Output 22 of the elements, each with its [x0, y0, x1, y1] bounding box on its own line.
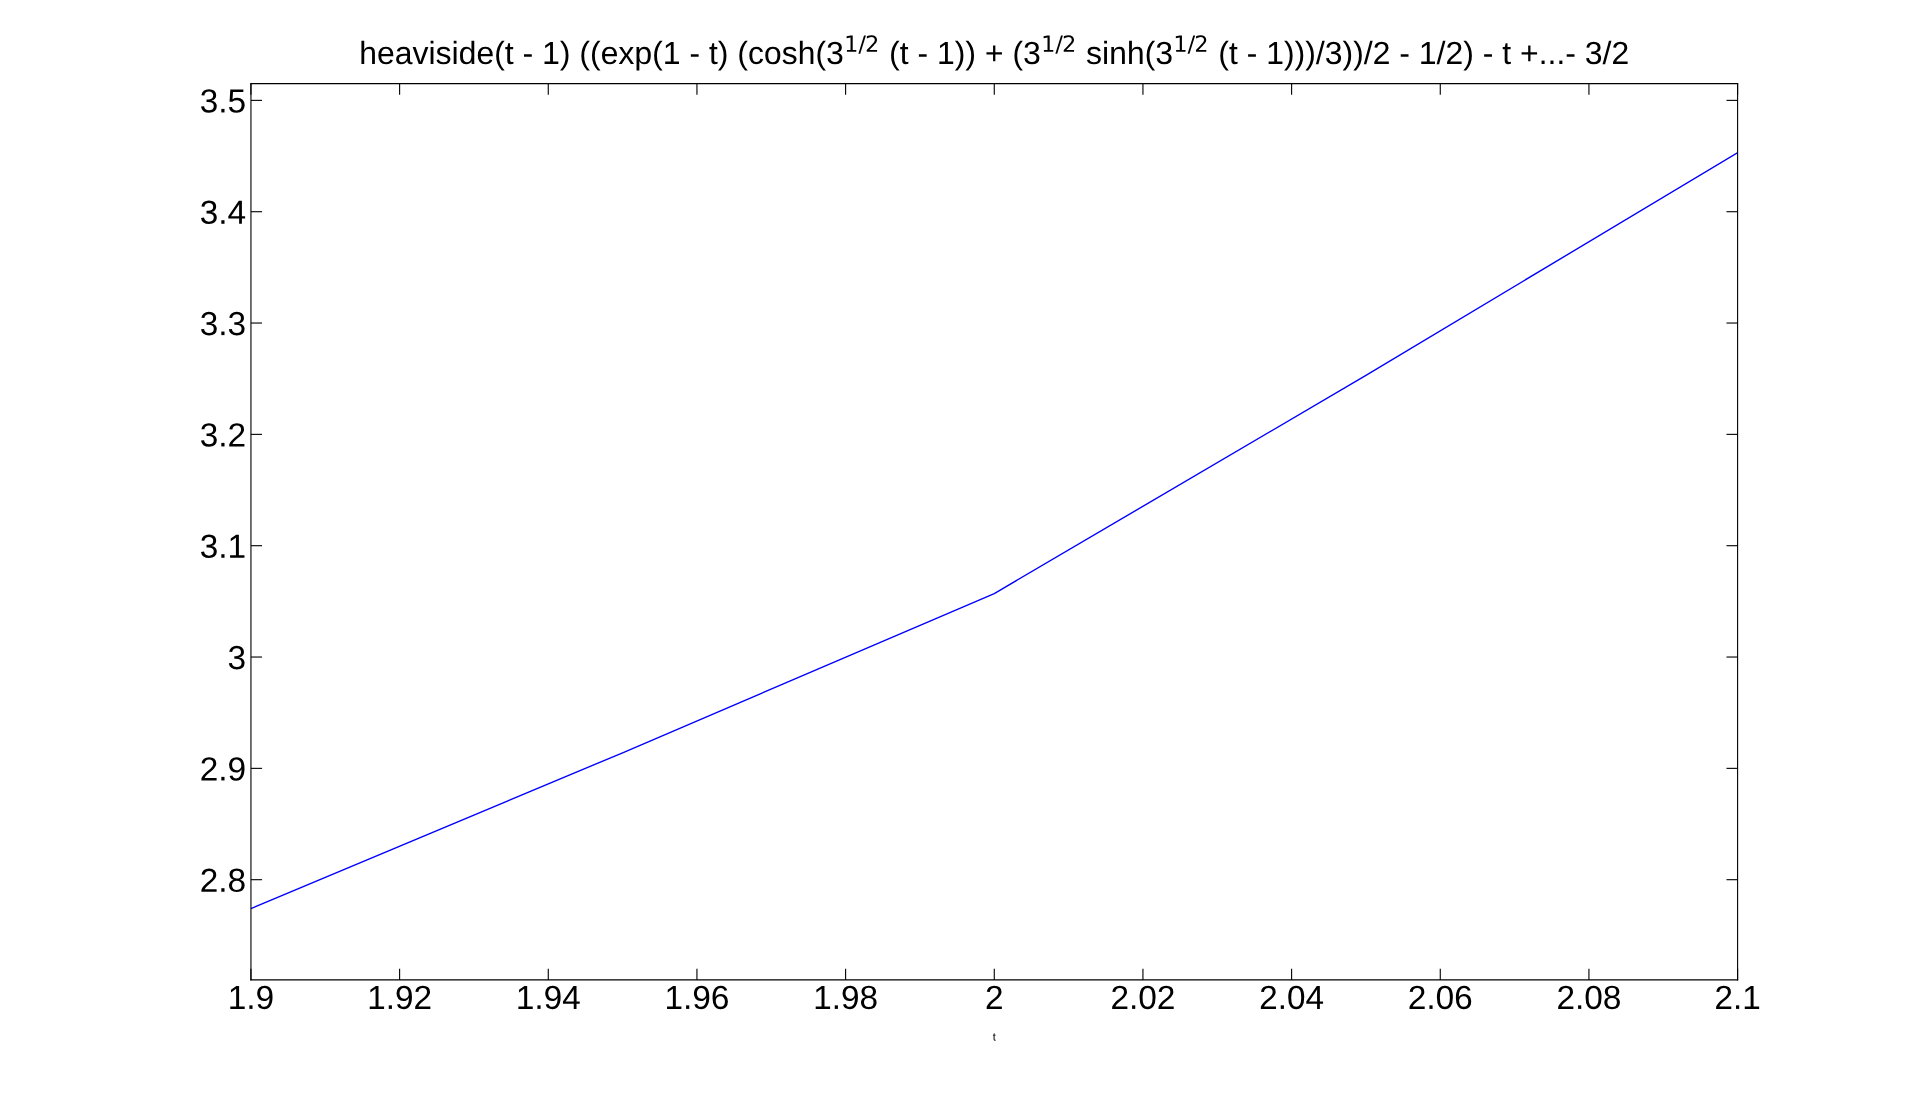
y-tick-label: 3.2 — [201, 423, 245, 447]
x-tick-label: 1.96 — [667, 985, 728, 1010]
x-tick-label: 2.06 — [1409, 985, 1472, 1010]
y-tick-label: 2.9 — [201, 757, 245, 781]
x-tick-label: 1.9 — [230, 985, 273, 1010]
line-series — [250, 152, 1738, 910]
y-tick-label: 3.3 — [201, 311, 245, 336]
y-tick-label: 3.4 — [201, 200, 246, 225]
x-tick-label: 1.98 — [815, 985, 877, 1010]
y-tick-label: 3.5 — [201, 89, 245, 113]
x-tick-label: 2.08 — [1558, 985, 1620, 1010]
x-tick-label: 2.04 — [1260, 985, 1324, 1010]
x-axis-title: t — [992, 1033, 996, 1041]
x-tick-label: 1.92 — [369, 985, 431, 1010]
y-tick-label: 3.1 — [201, 534, 245, 559]
x-tick-label: 2.1 — [1716, 985, 1760, 1009]
y-tick-label: 2.8 — [201, 868, 245, 893]
chart-title: heaviside(t - 1) ((exp(1 - t) (cosh(3$^{1/2}$ (t - 1)) + (3$^{1/2}$ sinh(3$^{1/2}$ (t - 1)))/3))/2 - 1/2) - t +...- 3/2 — [361, 35, 1628, 71]
x-tick-label: 2 — [986, 985, 1002, 1009]
x-tick-label: 1.94 — [518, 985, 580, 1010]
x-tick-label: 2.02 — [1112, 985, 1174, 1010]
y-tick-label: 3 — [228, 645, 245, 670]
